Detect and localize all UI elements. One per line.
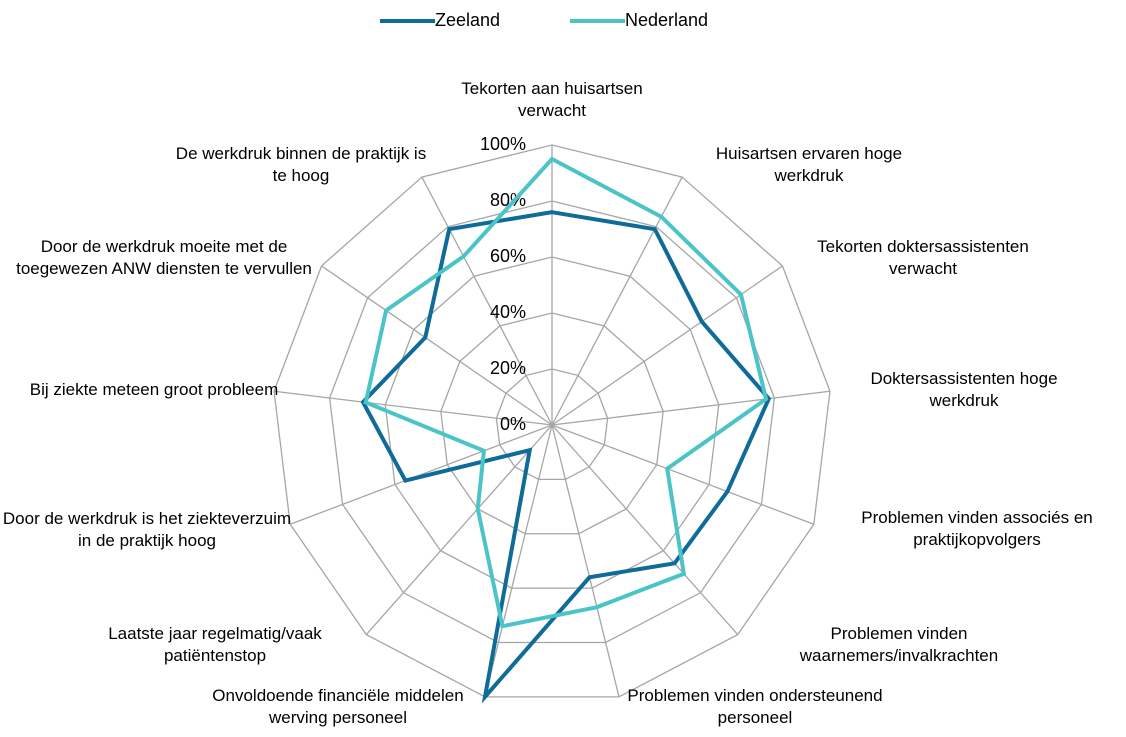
category-label: Problemen vinden waarnemers/invalkrachte… <box>799 624 999 665</box>
tick-label: 100% <box>480 134 526 154</box>
spoke <box>551 390 831 426</box>
tick-label: 40% <box>490 302 526 322</box>
category-label: Huisartsen ervaren hoge werkdruk <box>715 144 903 185</box>
spoke <box>421 176 553 426</box>
grid-ring <box>328 200 776 644</box>
category-label: Problemen vinden associés en praktijkopv… <box>861 508 1093 549</box>
category-label: Door de werkdruk moeite met de toegeweze… <box>16 237 312 278</box>
spoke <box>551 424 815 525</box>
category-label: Doktersassistenten hoge werkdruk <box>870 369 1058 410</box>
series-line <box>363 156 769 629</box>
tick-label: 0% <box>500 414 526 434</box>
tick-label: 20% <box>490 358 526 378</box>
legend-label: Zeeland <box>435 10 500 30</box>
category-label: Tekorten aan huisartsen verwacht <box>461 79 643 120</box>
category-label: Tekorten doktersassistenten verwacht <box>817 237 1029 278</box>
spoke <box>484 424 553 698</box>
grid-ring <box>273 144 831 698</box>
spoke <box>551 265 783 426</box>
grid-ring <box>384 256 720 589</box>
grid-ring <box>440 312 664 535</box>
category-label: De werkdruk binnen de praktijk is te hoo… <box>175 144 427 185</box>
spoke <box>551 424 739 636</box>
spoke <box>289 424 553 525</box>
spoke <box>551 424 620 698</box>
category-label: Problemen vinden ondersteunend personeel <box>627 686 883 727</box>
spoke <box>365 424 553 636</box>
series-line <box>360 210 772 704</box>
grid-ring <box>495 368 609 481</box>
category-label: Laatste jaar regelmatig/vaak patiëntenst… <box>108 624 322 665</box>
spoke <box>321 265 553 426</box>
tick-label: 60% <box>490 246 526 266</box>
legend-label: Nederland <box>625 10 708 30</box>
category-label: Bij ziekte meteen groot probleem <box>29 380 279 399</box>
category-label: Door de werkdruk is het ziekteverzuim in… <box>2 509 292 550</box>
category-label: Onvoldoende financiële middelen werving … <box>212 686 464 727</box>
spoke <box>273 390 553 426</box>
